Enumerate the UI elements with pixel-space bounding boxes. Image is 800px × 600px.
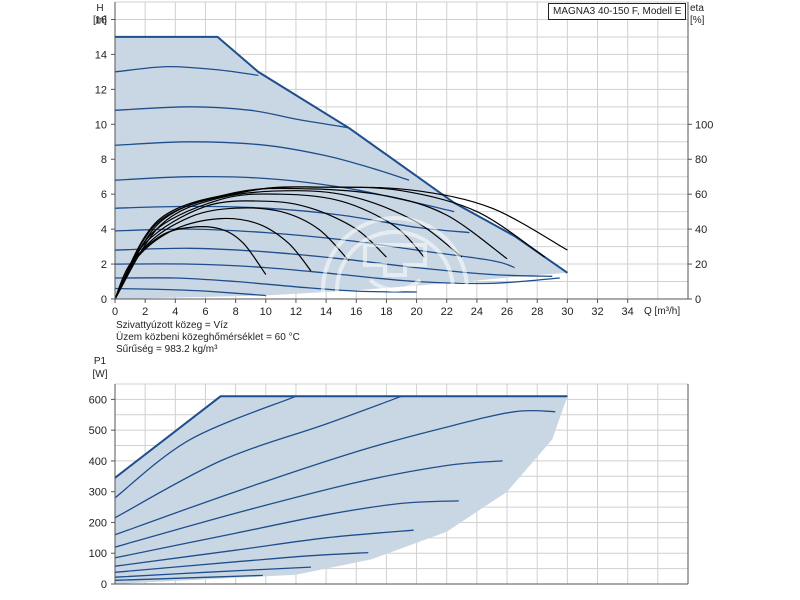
grundfos-logo-watermark xyxy=(321,216,469,364)
y-tick-label: 16 xyxy=(95,14,107,26)
medium-notes: Szivattyúzott közeg = Víz Üzem közbeni k… xyxy=(116,320,300,356)
power-y-tick-label: 100 xyxy=(89,548,107,560)
x-tick-label: 28 xyxy=(531,306,543,318)
y-tick-label: 6 xyxy=(101,189,107,201)
head-operating-area xyxy=(115,36,568,300)
eta-unit: [%] xyxy=(690,15,705,26)
head-area-fill xyxy=(115,36,568,300)
head-y-label: H xyxy=(96,3,103,14)
head-curves xyxy=(114,35,568,297)
x-tick-label: 20 xyxy=(410,306,422,318)
efficiency-curve xyxy=(114,187,508,300)
power-y-tick-label: 200 xyxy=(89,517,107,529)
x-tick-label: 0 xyxy=(112,306,118,318)
efficiency-curve xyxy=(114,207,350,300)
x-tick-label: 14 xyxy=(320,306,332,318)
x-tick-label: 24 xyxy=(471,306,483,318)
x-tick-label: 22 xyxy=(441,306,453,318)
head-curve xyxy=(114,106,349,129)
power-y-tick-label: 0 xyxy=(101,579,107,591)
y-tick-label: 10 xyxy=(95,119,107,131)
y-tick-label: 2 xyxy=(101,259,107,271)
power-curves xyxy=(114,395,568,581)
flow-x-label: Q [m³/h] xyxy=(644,306,680,317)
head-curve xyxy=(114,263,560,285)
y2-tick-label: 80 xyxy=(695,154,707,166)
head-curve xyxy=(114,247,553,277)
x-tick-label: 32 xyxy=(591,306,603,318)
x-tick-label: 12 xyxy=(290,306,302,318)
power-curve xyxy=(114,395,297,499)
y2-tick-label: 0 xyxy=(695,294,701,306)
power-curve xyxy=(114,460,503,548)
head-curve xyxy=(114,287,266,297)
power-curve xyxy=(114,574,263,581)
power-curve xyxy=(114,551,369,573)
model-title: MAGNA3 40-150 F, Modell E xyxy=(548,3,687,20)
note-medium: Szivattyúzott közeg = Víz xyxy=(116,320,228,331)
power-operating-area xyxy=(115,396,568,584)
efficiency-curve xyxy=(114,186,568,300)
power-y-tick-label: 600 xyxy=(89,394,107,406)
y-tick-label: 8 xyxy=(101,154,107,166)
note-density: Sűrűség = 983.2 kg/m³ xyxy=(116,344,218,355)
x-tick-label: 18 xyxy=(380,306,392,318)
power-curve xyxy=(114,566,312,578)
power-area-fill xyxy=(115,396,568,584)
x-tick-label: 8 xyxy=(233,306,239,318)
x-tick-label: 30 xyxy=(561,306,573,318)
head-y-unit: [m] xyxy=(93,15,107,26)
y2-tick-label: 100 xyxy=(695,119,713,131)
power-curve xyxy=(114,395,402,519)
x-tick-label: 34 xyxy=(622,306,634,318)
note-temperature: Üzem közbeni közeghőmérséklet = 60 °C xyxy=(116,332,300,343)
power-max-curve xyxy=(114,395,568,479)
power-curve xyxy=(114,500,459,559)
x-tick-label: 16 xyxy=(350,306,362,318)
power-y-tick-label: 400 xyxy=(89,456,107,468)
power-curve xyxy=(114,409,556,536)
head-curve xyxy=(114,65,259,77)
y2-tick-label: 20 xyxy=(695,259,707,271)
head-curve xyxy=(114,277,417,293)
head-curve xyxy=(114,141,410,181)
x-tick-label: 26 xyxy=(501,306,513,318)
power-curve xyxy=(114,529,414,567)
power-y-tick-label: 300 xyxy=(89,487,107,499)
power-y-unit: [W] xyxy=(93,369,108,380)
y-tick-label: 14 xyxy=(95,49,107,61)
axes xyxy=(111,2,692,585)
x-tick-label: 4 xyxy=(172,306,178,318)
x-tick-label: 2 xyxy=(142,306,148,318)
eta-label: eta xyxy=(690,3,704,14)
power-y-tick-label: 500 xyxy=(89,425,107,437)
power-y-label: P1 xyxy=(94,356,107,367)
y-tick-label: 12 xyxy=(95,84,107,96)
x-tick-label: 10 xyxy=(260,306,272,318)
efficiency-curve xyxy=(114,193,425,300)
axis-labels: 0 2 4 6 8 10 12 14 16 18 20 22 24 26 28 30 32 34024681012… xyxy=(89,3,714,591)
y-tick-label: 4 xyxy=(101,224,107,236)
y2-tick-label: 60 xyxy=(695,189,707,201)
y2-tick-label: 40 xyxy=(695,224,707,236)
x-tick-label: 6 xyxy=(202,306,208,318)
y-tick-label: 0 xyxy=(101,294,107,306)
